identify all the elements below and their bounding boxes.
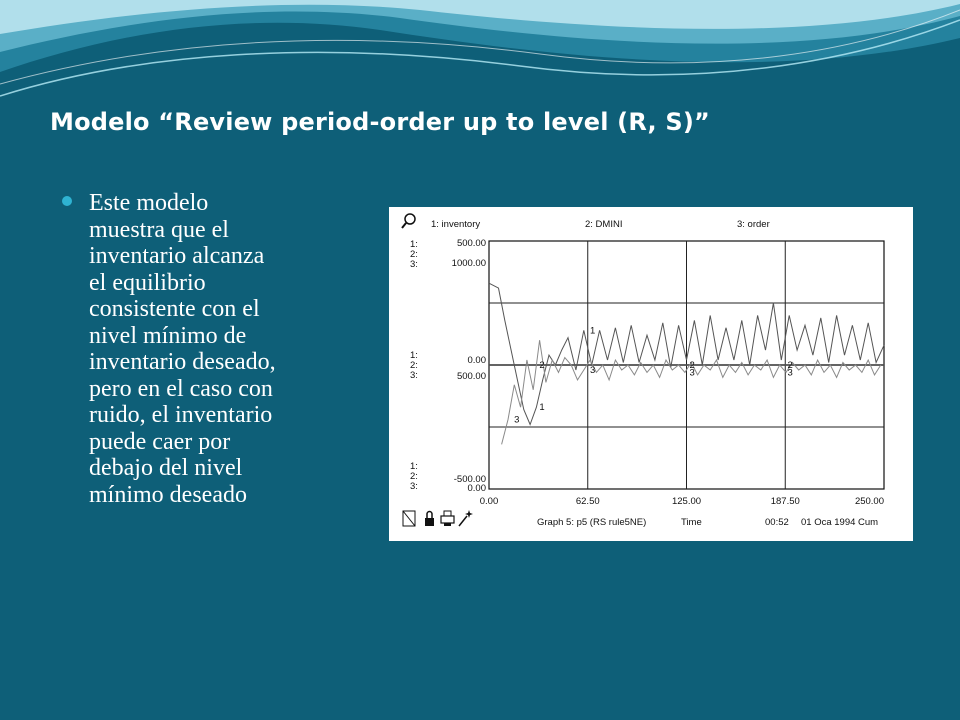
series-marker-1: 1 — [539, 402, 544, 413]
series-marker-2: 2 — [787, 360, 792, 371]
series-2-header: 2: DMINI — [585, 219, 622, 230]
series-3-header: 3: order — [737, 219, 770, 230]
printer-icon[interactable] — [440, 510, 455, 526]
page-icon — [402, 510, 416, 527]
inventory-graph: 1: inventory 2: DMINI 3: order 1: 2: 3: … — [401, 213, 885, 528]
header-wave-decoration — [0, 0, 960, 97]
series-lines — [488, 282, 885, 445]
x-tick-label: 250.00 — [855, 496, 884, 507]
x-tick-label: 125.00 — [672, 496, 701, 507]
footer-x-label: Time — [681, 517, 702, 528]
bullet-text: Este modelo muestra que el inventario al… — [89, 190, 276, 508]
y-tick-label: 0.00 — [468, 355, 487, 366]
x-tick-label: 187.50 — [771, 496, 800, 507]
magnifier-icon[interactable] — [401, 213, 416, 229]
x-tick-label: 0.00 — [480, 496, 499, 507]
slide-title: Modelo “Review period-order up to level … — [50, 108, 710, 136]
series-marker-3: 3 — [690, 367, 695, 378]
series-markers: 112 2 233 3 3 — [514, 325, 793, 425]
y-tick-label: 1000.00 — [452, 258, 486, 269]
lock-icon[interactable] — [425, 510, 434, 527]
bullet-dot-icon — [62, 196, 72, 206]
y-tick-label: 500.00 — [457, 238, 486, 249]
footer-date: 01 Oca 1994 Cum — [801, 517, 878, 528]
y-tick-label: -500.00 — [454, 474, 486, 485]
axis-key: 1: — [410, 461, 418, 472]
axis-key: 3: — [410, 259, 418, 270]
x-tick-labels: 0.00 62.50 125.00 187.50 250.00 — [480, 496, 884, 507]
series-1-header: 1: inventory — [431, 219, 480, 230]
series-marker-3: 3 — [787, 367, 792, 378]
axis-key-bottom: 1: 2: 3: — [410, 461, 418, 492]
x-tick-label: 62.50 — [576, 496, 600, 507]
axis-key: 1: — [410, 350, 418, 361]
series-marker-2: 2 — [539, 360, 544, 371]
axis-key: 2: — [410, 360, 418, 371]
axis-key: 3: — [410, 481, 418, 492]
series-marker-2: 2 — [690, 360, 695, 371]
footer-clock: 00:52 — [765, 517, 789, 528]
series-marker-3: 3 — [514, 415, 519, 426]
series-marker-1: 1 — [590, 325, 595, 336]
bullet-item: Este modelo muestra que el inventario al… — [62, 190, 372, 508]
axis-key: 2: — [410, 249, 418, 260]
footer-graph-name: Graph 5: p5 (RS rule5NE) — [537, 517, 646, 528]
axis-key: 3: — [410, 370, 418, 381]
wand-icon[interactable] — [458, 510, 473, 527]
y-tick-label: 0.00 — [468, 483, 487, 494]
y-tick-label: 500.00 — [457, 371, 486, 382]
series-line-3 — [501, 340, 882, 445]
series-marker-3: 3 — [590, 365, 595, 376]
axis-key-middle: 1: 2: 3: — [410, 350, 418, 381]
axis-key: 1: — [410, 239, 418, 250]
chart-screenshot: 1: inventory 2: DMINI 3: order 1: 2: 3: … — [389, 207, 913, 541]
axis-key-top: 1: 2: 3: — [410, 239, 418, 270]
axis-key: 2: — [410, 471, 418, 482]
series-line-1 — [488, 282, 885, 426]
